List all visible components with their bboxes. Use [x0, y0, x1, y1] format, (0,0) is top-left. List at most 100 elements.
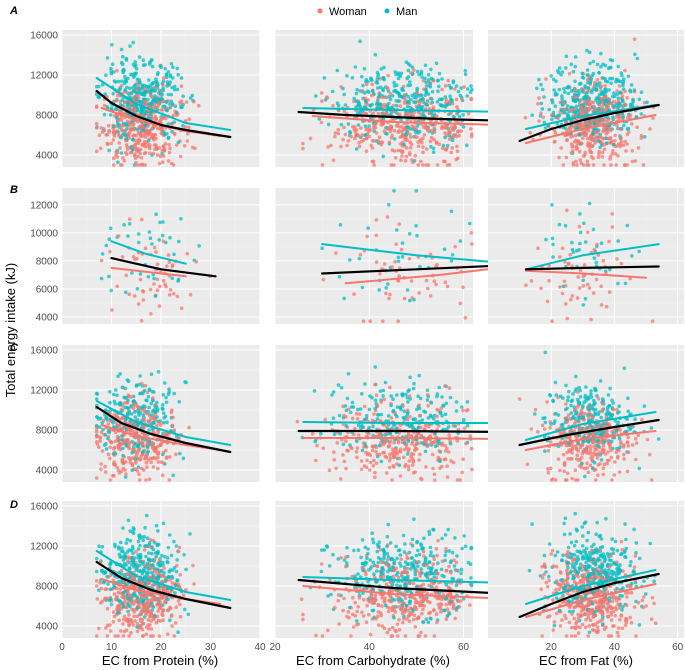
woman-point [374, 233, 379, 238]
woman-point [168, 455, 172, 459]
woman-point [597, 149, 601, 154]
man-point [429, 414, 434, 419]
man-point [125, 101, 130, 105]
man-point [163, 66, 167, 71]
man-point [633, 52, 637, 57]
man-point [399, 71, 404, 76]
woman-point [366, 126, 370, 131]
woman-point [536, 102, 540, 106]
woman-point [344, 415, 348, 419]
man-point [617, 104, 621, 109]
man-point [406, 410, 410, 415]
man-point [358, 110, 362, 114]
woman-point [459, 129, 464, 133]
woman-point [155, 288, 160, 293]
woman-point [594, 277, 599, 282]
woman-point [136, 131, 141, 135]
woman-point [403, 464, 407, 469]
woman-point [128, 102, 133, 106]
man-point [396, 259, 401, 264]
man-point [626, 74, 631, 79]
woman-point [573, 88, 578, 92]
woman-point [589, 317, 593, 322]
woman-point [597, 450, 602, 455]
woman-point [618, 127, 622, 131]
man-point [361, 83, 365, 88]
woman-point [135, 404, 139, 409]
man-point [535, 86, 539, 91]
man-point [611, 115, 615, 119]
man-point [569, 62, 574, 67]
woman-point [559, 146, 563, 150]
woman-point [466, 111, 471, 116]
woman-point [143, 246, 148, 250]
man-point [412, 381, 416, 386]
woman-point [469, 134, 474, 139]
man-point [375, 81, 380, 85]
row-label-c: C [10, 342, 19, 354]
man-point [422, 114, 426, 118]
man-point [580, 75, 585, 80]
woman-point [584, 133, 588, 137]
man-point [428, 84, 433, 89]
woman-point [174, 143, 179, 147]
man-point [158, 220, 162, 225]
y-tick-label: 16000 [30, 502, 58, 513]
man-point [99, 276, 104, 281]
woman-point [580, 136, 585, 141]
man-point [149, 372, 154, 377]
man-point [114, 80, 118, 84]
man-point [604, 98, 609, 103]
woman-point [424, 163, 429, 167]
woman-point [603, 127, 607, 132]
man-point [137, 80, 142, 85]
man-point [573, 79, 577, 84]
man-point [157, 238, 161, 242]
woman-point [600, 104, 604, 109]
woman-point [188, 292, 193, 297]
man-point [408, 83, 413, 88]
woman-point [351, 124, 355, 129]
woman-point [130, 127, 135, 131]
man-point [343, 103, 348, 107]
woman-point [558, 468, 562, 473]
man-point [544, 237, 548, 242]
man-point [599, 424, 603, 428]
woman-point [596, 120, 600, 125]
woman-point [179, 306, 184, 311]
man-point [599, 64, 603, 69]
man-point [126, 609, 130, 614]
woman-point [145, 465, 149, 469]
woman-point [410, 296, 415, 300]
woman-point [393, 156, 398, 160]
man-point [354, 99, 359, 103]
woman-point [575, 453, 580, 458]
man-point [576, 418, 581, 423]
y-tick-label: 12000 [30, 542, 58, 553]
woman-point [458, 301, 463, 306]
man-point [335, 68, 340, 73]
man-point [569, 89, 574, 93]
man-point [559, 108, 564, 112]
man-point [578, 241, 582, 246]
man-point [348, 410, 353, 415]
woman-point [432, 137, 436, 142]
woman-point [167, 478, 172, 482]
woman-point [178, 154, 183, 159]
man-point [154, 79, 159, 84]
man-point [591, 466, 595, 470]
woman-point [125, 152, 129, 157]
man-point [616, 281, 620, 286]
woman-point [601, 472, 605, 477]
woman-point [409, 71, 413, 75]
man-point [107, 148, 111, 153]
man-point [150, 242, 154, 246]
woman-point [100, 130, 105, 134]
woman-point [95, 597, 100, 601]
man-point [367, 425, 371, 430]
woman-point [114, 124, 119, 129]
man-point [352, 96, 357, 101]
man-point [124, 290, 128, 295]
woman-point [170, 423, 175, 428]
